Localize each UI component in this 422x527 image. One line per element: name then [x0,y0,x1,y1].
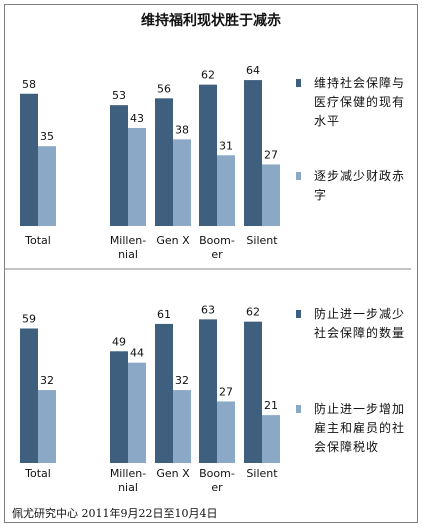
legend-label-1-s2: 逐步减少财政赤字 [314,167,405,205]
bar-2-s1-silent [244,321,262,463]
source-footer: 佩尤研究中心 2011年9月22日至10月4日 [12,507,218,520]
value-label-1-s2-total: 35 [40,130,54,143]
category-label-2-silent: Silent [246,467,278,480]
bar-2-s1-millennial [110,351,128,463]
category-label-2-total: Total [24,467,51,480]
bar-2-s2-boomer [217,401,235,463]
bar-1-s1-total [20,93,38,226]
category-label-1-boomer-line2: er [211,248,223,261]
category-label-1-boomer-line1: Boom- [199,234,235,247]
legend-label-1-s1: 维持社会保障与 医疗保健的现有 水平 [314,74,405,131]
legend-line-2-s2-2: 雇主和雇员的社 [314,421,406,435]
value-label-2-s2-gen-x: 32 [175,374,189,387]
bar-1-s2-boomer [217,155,235,226]
bar-2-s1-boomer [199,319,217,463]
value-label-2-s2-millennial: 44 [130,347,144,360]
legend-line-2-s1-2: 社会保障的数量 [314,326,406,340]
value-label-1-s2-millennial: 43 [130,112,144,125]
bar-2-s1-total [20,328,38,463]
bar-1-s1-boomer [199,84,217,226]
legend-swatch-1-s2 [296,172,301,180]
value-label-2-s1-total: 59 [22,312,36,325]
legend-swatch-2-s1 [296,310,301,318]
chart-title: 维持福利现状胜于减赤 [141,13,281,29]
category-label-2-boomer-line2: er [211,481,223,494]
bar-2-s1-gen-x [155,323,173,463]
value-label-1-s1-total: 58 [22,78,36,91]
category-label-2-boomer-line1: Boom- [199,467,235,480]
bar-1-s1-silent [244,80,262,226]
value-label-2-s1-millennial: 49 [112,335,126,348]
legend-line-2-s2-1: 防止进一步增加 [314,402,406,416]
value-label-1-s1-silent: 64 [246,64,260,77]
category-label-2-gen-x: Gen X [156,467,190,480]
value-label-2-s1-gen-x: 61 [157,308,171,321]
category-label-1-total: Total [24,234,51,247]
bar-1-s2-gen-x [173,139,191,226]
legend-line-1-s1-2: 医疗保健的现有 [314,95,406,109]
category-label-1-gen-x: Gen X [156,234,190,247]
bar-2-s2-gen-x [173,390,191,463]
chart-frame [4,4,418,523]
legend-line-1-s1-1: 维持社会保障与 [314,76,406,90]
legend-line-2-s2-3: 会保障税收 [314,440,380,454]
value-label-2-s2-total: 32 [40,374,54,387]
category-label-2-millennial-line1: Millen- [110,467,146,480]
legend-label-2-s2: 防止进一步增加 雇主和雇员的社 会保障税收 [314,400,405,457]
category-label-1-millennial-line2: nial [118,248,138,261]
value-label-2-s2-silent: 21 [264,399,278,412]
bar-2-s2-millennial [128,362,146,463]
bar-1-s2-silent [262,164,280,226]
value-label-2-s1-silent: 62 [246,306,260,319]
value-label-1-s2-silent: 27 [264,148,278,161]
legend-line-2-s1-1: 防止进一步减少 [314,307,406,321]
legend-swatch-2-s2 [296,405,301,413]
bar-1-s2-millennial [128,127,146,226]
legend-line-1-s1-3: 水平 [314,114,341,128]
legend-line-1-s2-2: 字 [314,188,328,202]
legend-swatch-1-s1 [296,79,301,87]
bar-2-s2-total [38,390,56,463]
value-label-1-s2-gen-x: 38 [175,123,189,136]
legend-label-2-s1: 防止进一步减少 社会保障的数量 [314,305,405,343]
value-label-1-s1-millennial: 53 [112,89,126,102]
bar-1-s1-gen-x [155,98,173,226]
category-label-1-silent: Silent [246,234,278,247]
category-label-1-millennial-line1: Millen- [110,234,146,247]
legend-line-1-s2-1: 逐步减少财政赤 [314,169,406,183]
bar-2-s2-silent [262,415,280,463]
bar-1-s1-millennial [110,105,128,226]
bar-1-s2-total [38,146,56,226]
value-label-2-s1-boomer: 63 [201,303,215,316]
category-label-2-millennial-line2: nial [118,481,138,494]
value-label-2-s2-boomer: 27 [219,385,233,398]
value-label-1-s1-gen-x: 56 [157,82,171,95]
value-label-1-s1-boomer: 62 [201,69,215,82]
value-label-1-s2-boomer: 31 [219,139,233,152]
